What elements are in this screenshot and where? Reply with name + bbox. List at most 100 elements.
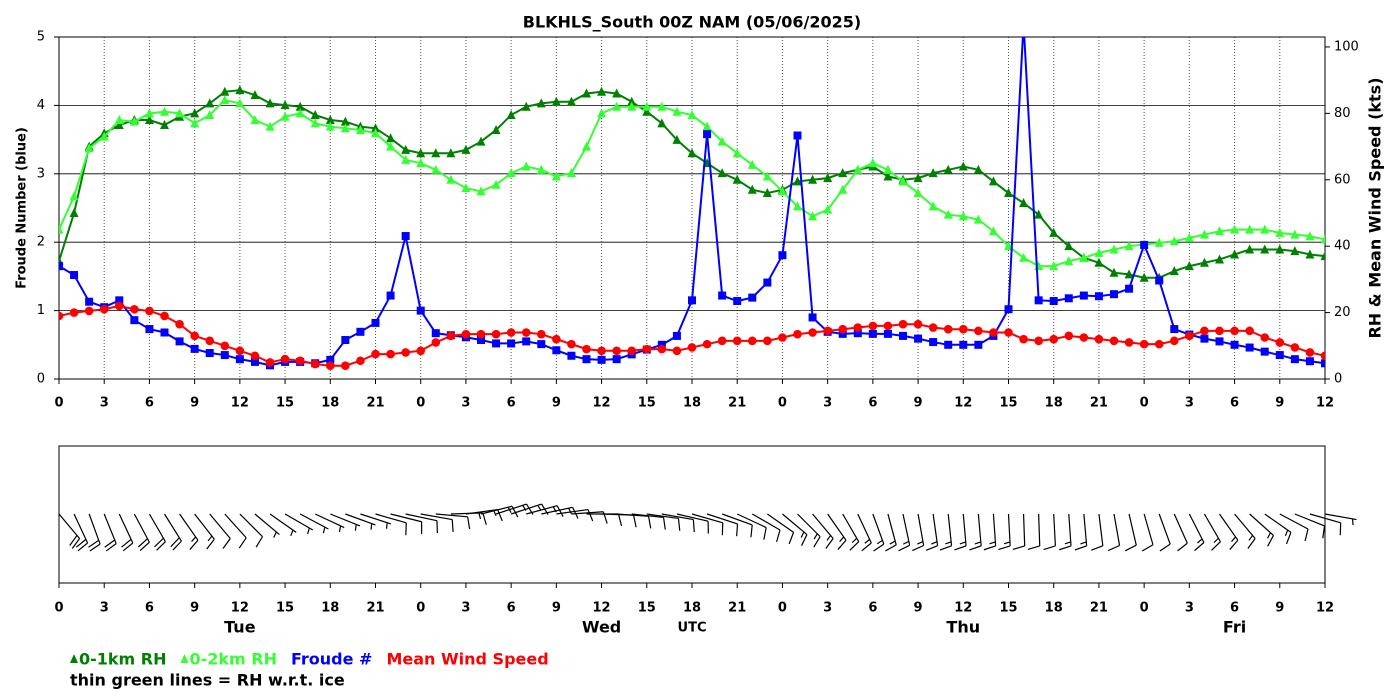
marker <box>958 161 968 171</box>
marker <box>220 351 229 360</box>
marker <box>491 179 501 189</box>
x-tick-label: 9 <box>190 601 199 616</box>
y-tick-label: 0 <box>37 372 45 387</box>
marker <box>250 90 260 100</box>
marker <box>1109 244 1119 254</box>
marker <box>310 110 320 120</box>
wind-barb <box>239 513 263 548</box>
marker <box>763 278 772 287</box>
marker <box>341 361 350 371</box>
marker <box>1260 347 1269 356</box>
x-tick-label: 18 <box>1045 396 1063 411</box>
x-tick-label: 18 <box>321 396 339 411</box>
wind-barb <box>1264 513 1292 545</box>
marker <box>1169 336 1179 346</box>
marker <box>747 159 757 169</box>
wind-barb <box>330 513 361 531</box>
marker <box>1140 240 1149 249</box>
marker <box>356 327 365 336</box>
marker <box>325 121 335 131</box>
marker <box>717 168 727 178</box>
marker <box>1034 336 1043 346</box>
marker <box>1185 331 1194 341</box>
wind-barb <box>209 513 231 549</box>
marker <box>70 271 79 280</box>
marker <box>1139 339 1149 349</box>
wind-barb <box>898 513 911 552</box>
marker <box>973 164 983 174</box>
marker <box>235 98 245 108</box>
marker <box>220 341 230 351</box>
marker <box>521 161 531 171</box>
legend-entry: Froude # <box>291 650 372 669</box>
marker <box>853 164 863 174</box>
marker <box>582 355 591 364</box>
marker <box>868 329 877 338</box>
series-line <box>59 37 1325 367</box>
marker <box>114 115 124 125</box>
x-tick-label: 9 <box>1275 601 1284 616</box>
marker <box>898 176 908 186</box>
marker <box>99 304 109 314</box>
wind-barb <box>1188 513 1205 552</box>
marker <box>823 326 832 336</box>
wind-barb <box>912 513 925 552</box>
marker <box>1215 226 1224 236</box>
y2-tick-label: 60 <box>1334 172 1351 187</box>
marker <box>1004 328 1013 337</box>
wind-barb <box>954 513 967 551</box>
y-tick-label: 2 <box>37 235 45 250</box>
x-tick-label: 9 <box>1275 396 1284 411</box>
marker <box>144 115 154 125</box>
marker <box>778 333 787 342</box>
marker <box>868 158 878 168</box>
marker <box>175 319 184 329</box>
marker <box>1064 331 1074 341</box>
marker <box>401 154 411 164</box>
chart-title: BLKHLS_South 00Z NAM (05/06/2025) <box>523 13 862 32</box>
marker <box>1064 294 1073 303</box>
x-tick-label: 0 <box>54 601 63 616</box>
marker <box>1155 276 1164 285</box>
marker <box>1094 292 1103 301</box>
marker <box>627 101 637 111</box>
marker <box>914 334 923 343</box>
marker <box>1019 252 1029 262</box>
x-tick-label: 21 <box>1090 601 1108 616</box>
wind-barb <box>88 513 101 552</box>
marker <box>507 339 516 348</box>
x-tick-label: 6 <box>868 601 877 616</box>
wind-barb <box>631 513 666 530</box>
wind-barb <box>1294 513 1326 539</box>
marker <box>371 128 380 138</box>
x-tick-label: 0 <box>1140 396 1149 411</box>
marker <box>597 346 606 356</box>
marker <box>582 141 591 151</box>
marker <box>853 329 862 338</box>
marker <box>989 328 998 337</box>
marker <box>747 336 757 346</box>
marker <box>928 201 938 211</box>
marker <box>687 110 697 120</box>
marker <box>144 108 154 118</box>
x-tick-label: 21 <box>366 396 384 411</box>
marker <box>808 313 817 322</box>
wind-barb <box>1059 513 1072 551</box>
wind-barb <box>969 513 982 551</box>
marker <box>1320 251 1325 261</box>
marker <box>386 291 395 300</box>
marker <box>913 173 923 183</box>
marker <box>461 144 471 154</box>
marker <box>1170 325 1179 334</box>
wind-barb <box>646 513 681 531</box>
marker <box>522 337 531 346</box>
y2-tick-label: 20 <box>1334 305 1351 320</box>
marker <box>974 340 983 349</box>
y2-axis-label: RH & Mean Wind Speed (kts) <box>1366 77 1385 338</box>
legend-entry: Mean Wind Speed <box>386 650 548 669</box>
marker <box>958 211 968 221</box>
marker <box>913 319 923 329</box>
marker <box>1094 334 1104 344</box>
marker <box>1260 244 1270 254</box>
